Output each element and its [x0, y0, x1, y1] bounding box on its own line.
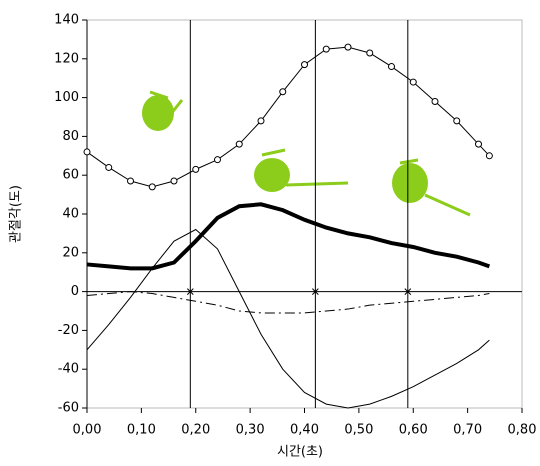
- point: [485, 152, 493, 160]
- point: [83, 148, 91, 156]
- x-tick-label: 0,30: [236, 423, 265, 438]
- x-tick-label: 0,80: [508, 423, 537, 438]
- point: [475, 140, 482, 148]
- x-tick-label: 0,40: [290, 423, 319, 438]
- point: [257, 117, 265, 125]
- point: [170, 177, 178, 185]
- figure-image: [378, 152, 488, 222]
- x-tick-label: 0,10: [127, 423, 156, 438]
- phase-marker: [404, 288, 412, 295]
- point: [301, 61, 308, 69]
- point: [409, 78, 417, 86]
- x-axis-title: 시간(초): [277, 445, 323, 460]
- x-tick-label: 0,20: [181, 423, 210, 438]
- y-tick-label: -40: [58, 362, 79, 377]
- y-tick-label: 40: [62, 207, 79, 222]
- x-tick-label: 0,50: [344, 423, 373, 438]
- series-line: [86, 46, 490, 188]
- point: [322, 45, 330, 53]
- series-line: [86, 228, 490, 409]
- point: [388, 63, 395, 71]
- y-tick-label: 60: [62, 168, 79, 183]
- point: [431, 97, 439, 105]
- point: [192, 165, 200, 173]
- x-tick-label: 0,00: [73, 423, 102, 438]
- x-tick-label: 0,60: [399, 423, 428, 438]
- point: [344, 43, 352, 51]
- y-tick-label: -60: [58, 401, 79, 416]
- point: [235, 140, 243, 148]
- y-tick-label: -20: [58, 323, 79, 338]
- point: [105, 163, 113, 171]
- phase-marker: [186, 288, 194, 295]
- point: [148, 183, 156, 191]
- phase-marker: [312, 288, 319, 295]
- figure-image: [240, 143, 350, 198]
- point: [127, 177, 134, 185]
- y-tick-label: 120: [54, 51, 79, 66]
- point: [366, 49, 374, 57]
- point: [453, 117, 461, 125]
- point: [279, 88, 287, 96]
- series-line: [86, 202, 491, 271]
- y-tick-label: 0: [71, 284, 79, 299]
- series-line: [86, 291, 490, 314]
- point: [214, 156, 221, 164]
- y-tick-label: 100: [54, 90, 79, 105]
- y-tick-label: 20: [62, 245, 79, 260]
- x-tick-label: 0,70: [453, 423, 482, 438]
- figure-image: [133, 80, 184, 138]
- y-axis-title: 관절각(도): [9, 185, 24, 243]
- y-tick-label: 140: [54, 13, 79, 28]
- y-tick-label: 80: [62, 129, 79, 144]
